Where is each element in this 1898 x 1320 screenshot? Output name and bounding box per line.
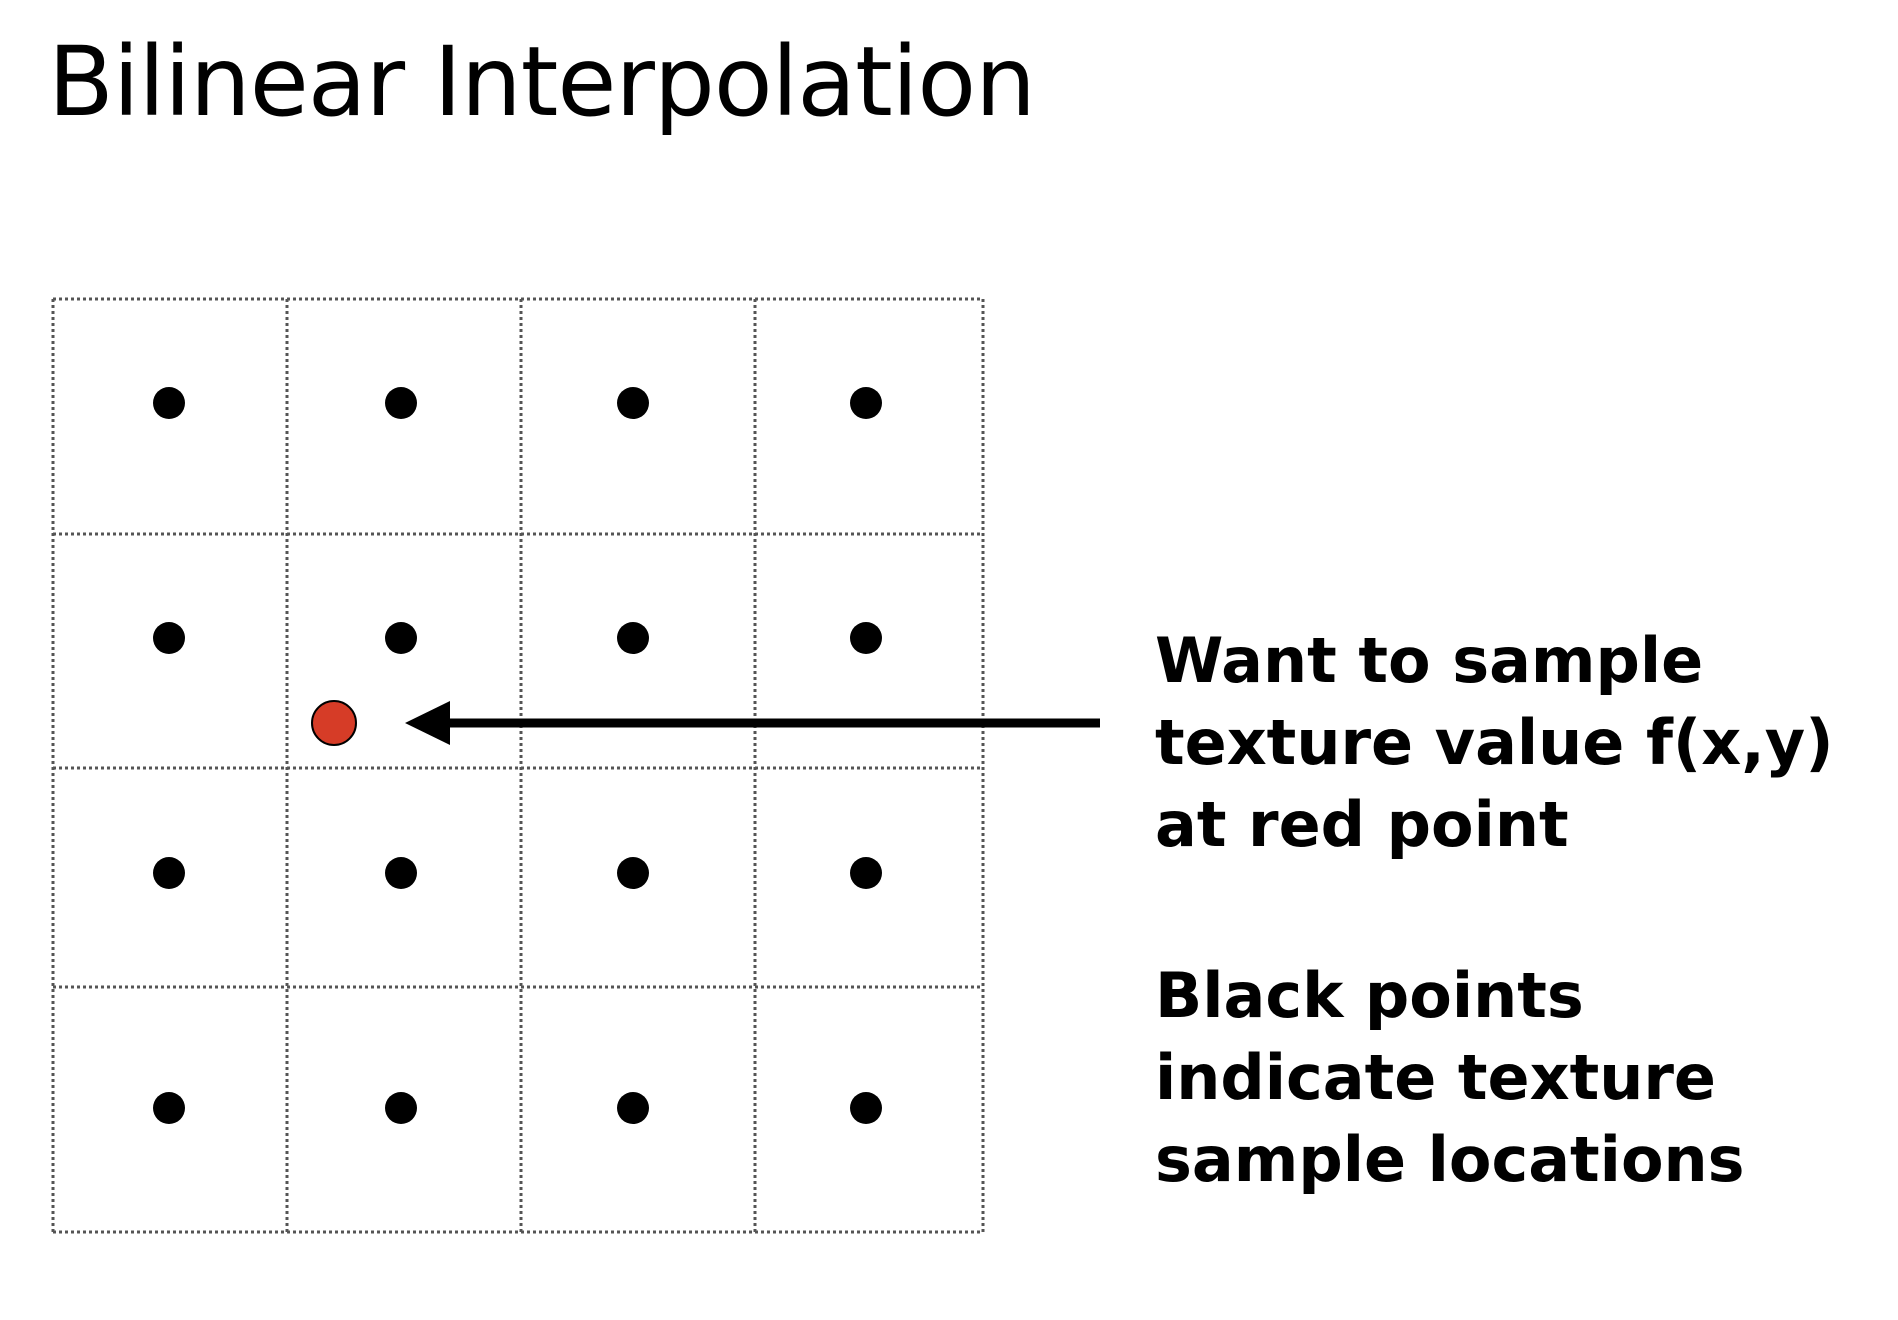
slide-title: Bilinear Interpolation [48,26,1036,138]
pointer-arrow [405,701,1100,745]
arrow-head [405,701,450,745]
texture-sample-point [153,622,185,654]
samples-caption: Black points indicate texture sample loc… [1155,959,1745,1196]
texture-sample-point [850,1092,882,1124]
texture-sample-point [153,387,185,419]
texture-sample-point [850,622,882,654]
texture-sample-point [385,1092,417,1124]
texture-sample-point [850,387,882,419]
sample-points [153,387,882,1124]
texture-sample-point [617,622,649,654]
texture-sample-point [385,622,417,654]
texture-sample-point [153,1092,185,1124]
query-caption: Want to sample texture value f(x,y) at r… [1155,624,1834,861]
texture-sample-point [385,387,417,419]
grid-lines [51,297,985,1234]
texture-sample-point [617,857,649,889]
texture-sample-point [617,1092,649,1124]
texture-sample-point [617,387,649,419]
query-red-point [311,700,357,746]
texture-sample-point [385,857,417,889]
texture-sample-point [850,857,882,889]
texture-sample-point [153,857,185,889]
